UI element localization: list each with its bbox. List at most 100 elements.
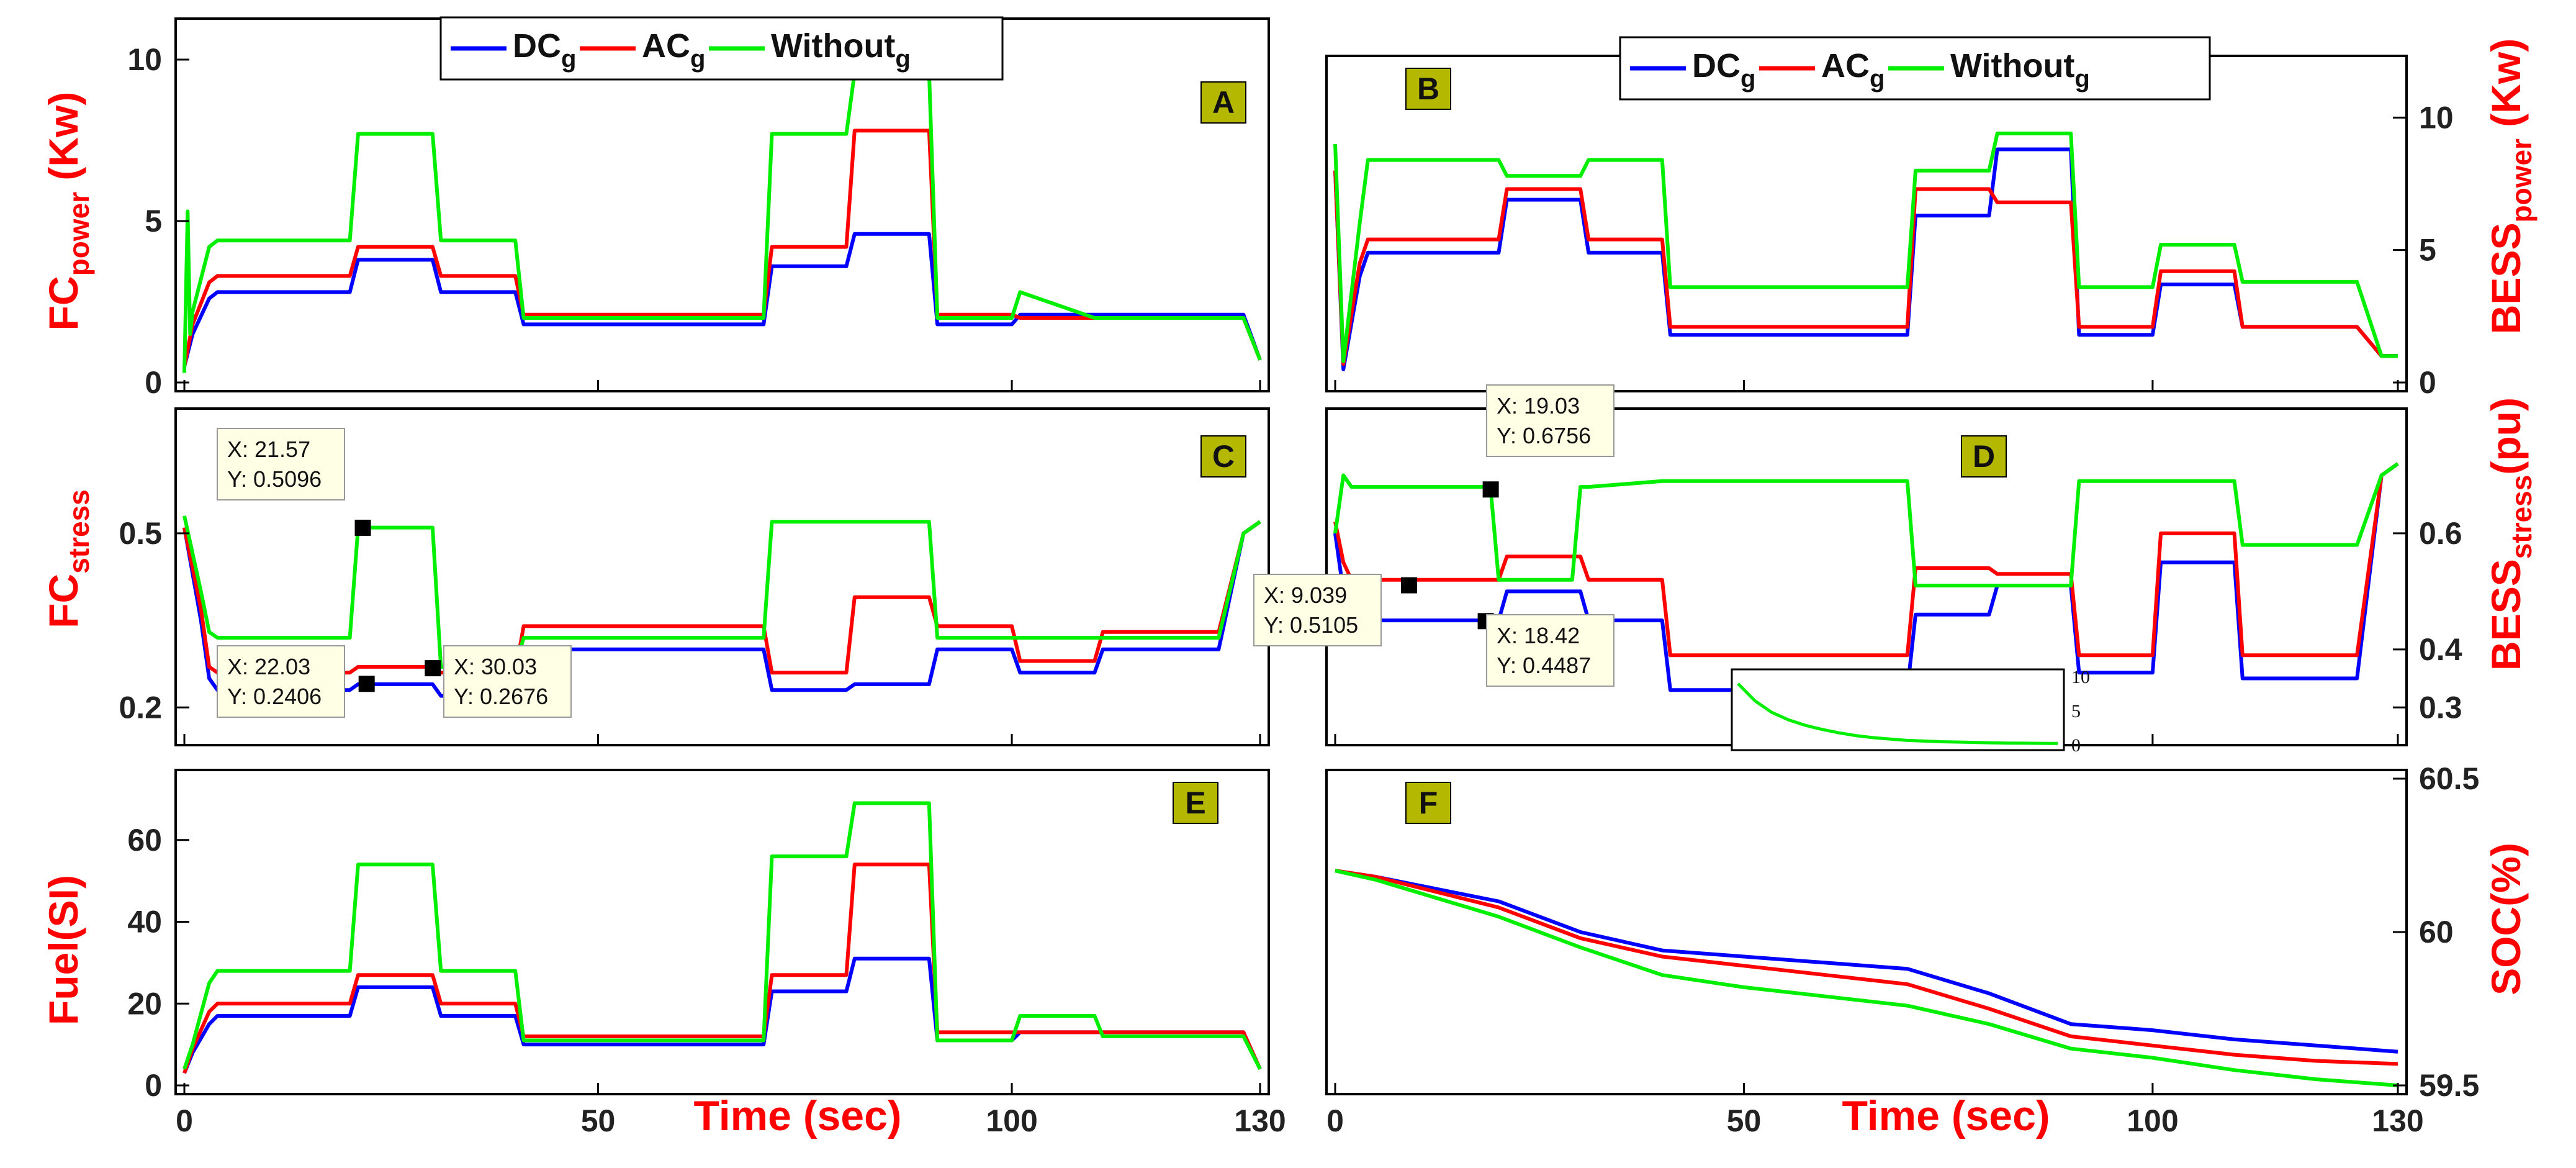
ytick-label: 5 <box>2419 233 2436 268</box>
datatip-text: Y: 0.6756 <box>1497 423 1591 448</box>
legend-base: DC <box>513 27 561 65</box>
y-axis-label-b: BESSpower (Kw) <box>2483 38 2538 335</box>
legend-base: AC <box>642 27 690 65</box>
series-line-a-withoutg <box>182 70 1262 373</box>
ylabel-base: BESS <box>2483 559 2529 671</box>
datatip-box <box>1486 384 1615 457</box>
ytick-label: 40 <box>127 905 162 939</box>
datatip-box <box>1486 614 1615 687</box>
series-line-b-withoutg <box>1333 131 2398 363</box>
datatip-text: Y: 0.4487 <box>1497 653 1591 678</box>
panel-frame-e <box>174 769 1270 1095</box>
datatip-text: X: 21.57 <box>227 437 310 462</box>
datatip-box <box>443 645 572 718</box>
panel-tag-label: A <box>1212 85 1235 120</box>
ylabel-subscript: power <box>63 192 95 276</box>
panel-tag-box <box>1200 81 1246 124</box>
panel-tag-label: C <box>1212 439 1235 474</box>
datatip-marker <box>1482 481 1499 498</box>
datatip-text: X: 9.039 <box>1264 582 1347 608</box>
ytick-label: 10 <box>127 42 162 77</box>
series-line-a-dcg <box>182 232 1262 367</box>
series-line-d-acg <box>1333 462 2399 658</box>
legend-entry: DCg <box>513 27 576 73</box>
inset-frame <box>1731 668 2065 751</box>
legend-subscript: g <box>561 45 576 73</box>
datatip-text: X: 30.03 <box>454 654 537 679</box>
y-axis-label-d: BESSstress(pu) <box>2483 397 2538 671</box>
legend-base: DC <box>1692 47 1741 84</box>
ytick-label: 0.3 <box>2419 690 2462 725</box>
datatip-text: Y: 0.2406 <box>227 684 322 709</box>
ytick-label: 60 <box>2419 915 2454 949</box>
inset-tick-label: 10 <box>2071 667 2090 687</box>
ylabel-subscript: stress <box>2505 475 2538 559</box>
datatip-box <box>1253 574 1382 646</box>
panel-tag-box <box>1405 782 1451 824</box>
ylabel-base: Fuel(SI) <box>40 875 86 1025</box>
ytick-label: 0.6 <box>2419 516 2462 551</box>
legend-base: AC <box>1821 47 1870 84</box>
inset-series-line <box>1737 682 2058 745</box>
panel-frame-b <box>1325 55 2408 392</box>
ytick-label: 0 <box>2419 365 2436 400</box>
datatip-marker <box>354 519 371 536</box>
legend-subscript: g <box>1741 65 1755 93</box>
ylabel-base: SOC(%) <box>2483 843 2529 995</box>
ytick-label: 60 <box>127 823 162 858</box>
xtick-label: 130 <box>2372 1103 2423 1138</box>
panel-tag-label: B <box>1417 71 1439 106</box>
panel-tag-box <box>1173 782 1218 824</box>
ytick-label: 10 <box>2419 100 2454 135</box>
legend-base: Without <box>771 27 895 65</box>
panel-tag-box <box>1405 68 1451 110</box>
legend-subscript: g <box>895 45 910 73</box>
ytick-label: 0.2 <box>119 690 162 725</box>
series-line-e-withoutg <box>182 801 1262 1071</box>
datatip-marker <box>425 660 441 677</box>
panel-tag-label: D <box>1973 439 1995 474</box>
legend-entry: ACg <box>1821 47 1885 93</box>
series-line-a-acg <box>182 129 1262 367</box>
x-axis-label: Time (sec) <box>693 1092 901 1139</box>
legend-subscript: g <box>690 45 705 73</box>
legend-entry: DCg <box>1692 47 1755 93</box>
ytick-label: 0.5 <box>119 516 162 551</box>
xtick-label: 50 <box>581 1103 616 1138</box>
panel-tag-box <box>1200 435 1246 478</box>
ytick-label: 0 <box>145 1068 162 1103</box>
panel-tag-label: E <box>1185 785 1205 820</box>
datatip-text: X: 22.03 <box>227 654 310 679</box>
xtick-label: 0 <box>1326 1103 1344 1138</box>
ylabel-subscript: stress <box>63 489 95 574</box>
datatip-text: X: 19.03 <box>1497 393 1580 419</box>
legend-entry: Withoutg <box>771 27 911 73</box>
legend-subscript: g <box>2074 65 2089 93</box>
datatip-text: Y: 0.2676 <box>454 684 548 709</box>
xtick-label: 100 <box>986 1103 1037 1138</box>
y-axis-label-c: FCstress <box>40 489 95 628</box>
datatip-text: Y: 0.5096 <box>227 466 322 492</box>
ylabel-unit: (pu) <box>2483 397 2529 475</box>
ytick-label: 59.5 <box>2419 1068 2479 1103</box>
inset-tick-label: 0 <box>2071 735 2081 756</box>
legend-base: Without <box>1950 47 2074 84</box>
datatip-marker <box>1401 577 1418 594</box>
xtick-label: 130 <box>1234 1103 1286 1138</box>
panel-tag-box <box>1961 435 2007 478</box>
axis-labels-layer: FCpower (Kw)BESSpower (Kw)FCstressBESSst… <box>40 38 2538 1139</box>
ytick-label: 0 <box>145 365 162 400</box>
xtick-label: 0 <box>176 1103 193 1138</box>
ylabel-unit: (Kw) <box>40 92 86 192</box>
panel-tag-label: F <box>1419 785 1438 820</box>
datatip-box <box>217 428 345 500</box>
x-axis-label: Time (sec) <box>1842 1092 2050 1139</box>
y-axis-label-f: SOC(%) <box>2483 843 2529 995</box>
ylabel-base: FC <box>40 276 86 330</box>
ytick-label: 60.5 <box>2419 761 2479 796</box>
ytick-label: 20 <box>127 986 162 1021</box>
xtick-label: 100 <box>2127 1103 2178 1138</box>
